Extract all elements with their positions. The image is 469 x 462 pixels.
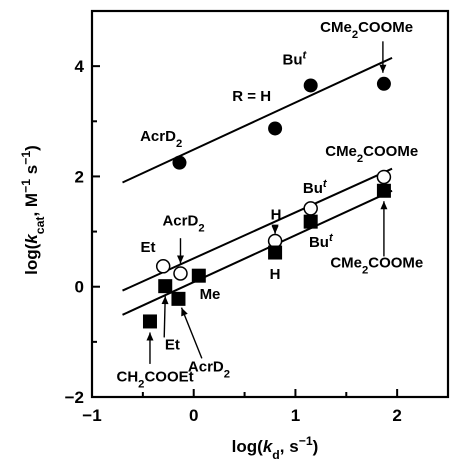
axes: −1 0 1 2 −2 0 2 4 xyxy=(65,9,450,425)
x-tick-label: 2 xyxy=(392,406,401,425)
annotation-label: AcrD2 xyxy=(162,213,204,235)
open-circle-point xyxy=(376,169,392,185)
filled-square-point xyxy=(303,214,318,229)
annotation-arrow xyxy=(380,201,388,257)
filled-circle-point xyxy=(376,76,391,91)
annotation-arrows xyxy=(146,41,388,364)
filled-square-point xyxy=(158,279,173,294)
arrow-head xyxy=(380,201,388,210)
annotation-label: AcrD2 xyxy=(188,359,230,381)
filled-circle-point xyxy=(268,121,283,136)
arrow-head xyxy=(271,225,279,234)
arrow-head xyxy=(379,64,387,73)
y-tick-label: −2 xyxy=(65,388,84,407)
x-axis-title: log(kd, s−1) xyxy=(232,434,319,462)
open-circle-point xyxy=(267,233,283,249)
filled-square-point xyxy=(142,314,157,329)
y-tick-label: 0 xyxy=(75,278,84,297)
annotation-label: But xyxy=(303,178,328,197)
annotation-label: R = H xyxy=(232,88,271,105)
arrow-head xyxy=(161,296,169,305)
arrow-head xyxy=(146,332,154,341)
annotation-label: But xyxy=(283,49,308,68)
y-tick-label: 2 xyxy=(75,167,84,186)
annotation-label: CMe2COOMe xyxy=(325,143,418,165)
fit-line xyxy=(122,189,393,316)
annotation-label: H xyxy=(271,206,282,223)
filled-square-point xyxy=(171,291,186,306)
annotation-label: CH2COOEt xyxy=(117,369,194,391)
fit-line xyxy=(122,56,393,184)
arrow-head xyxy=(176,255,184,264)
open-circle-point xyxy=(303,201,318,216)
annotation-labels: AcrD2 R = H But CMe2COOMe CMe2COOMe But H AcrD2… xyxy=(117,19,424,391)
annotation-label: Et xyxy=(165,337,180,354)
filled-square-point xyxy=(191,268,206,283)
plot-frame xyxy=(90,9,450,399)
annotation-label: Me xyxy=(200,286,221,303)
y-axis-title: log(kcat, M−1 s−1) xyxy=(19,145,47,275)
annotation-label: Et xyxy=(140,239,155,256)
annotation-label: CMe2COOMe xyxy=(320,19,413,41)
open-circle-point xyxy=(173,266,188,281)
open-circle-point xyxy=(155,259,171,274)
annotation-label: AcrD2 xyxy=(140,128,182,150)
filled-square-point xyxy=(376,183,391,198)
annotation-arrow xyxy=(146,332,154,364)
filled-circle-point xyxy=(303,78,318,93)
x-tick-label: 0 xyxy=(189,406,198,425)
annotation-arrow xyxy=(379,41,387,73)
annotation-label: H xyxy=(270,266,281,283)
filled-square-point xyxy=(268,245,283,260)
y-tick-label: 4 xyxy=(75,57,85,76)
annotation-arrow xyxy=(176,238,184,264)
annotation-label: But xyxy=(309,232,334,251)
annotation-arrow xyxy=(271,225,279,234)
annotation-arrow xyxy=(180,307,203,359)
x-tick-label: 1 xyxy=(291,406,300,425)
annotation-arrow xyxy=(161,296,169,338)
data-points xyxy=(142,76,392,329)
annotation-label: CMe2COOMe xyxy=(330,254,423,276)
arrow-shaft xyxy=(180,307,203,359)
arrow-head xyxy=(181,307,188,317)
x-tick-label: −1 xyxy=(82,406,101,425)
filled-circle-point xyxy=(172,155,187,170)
